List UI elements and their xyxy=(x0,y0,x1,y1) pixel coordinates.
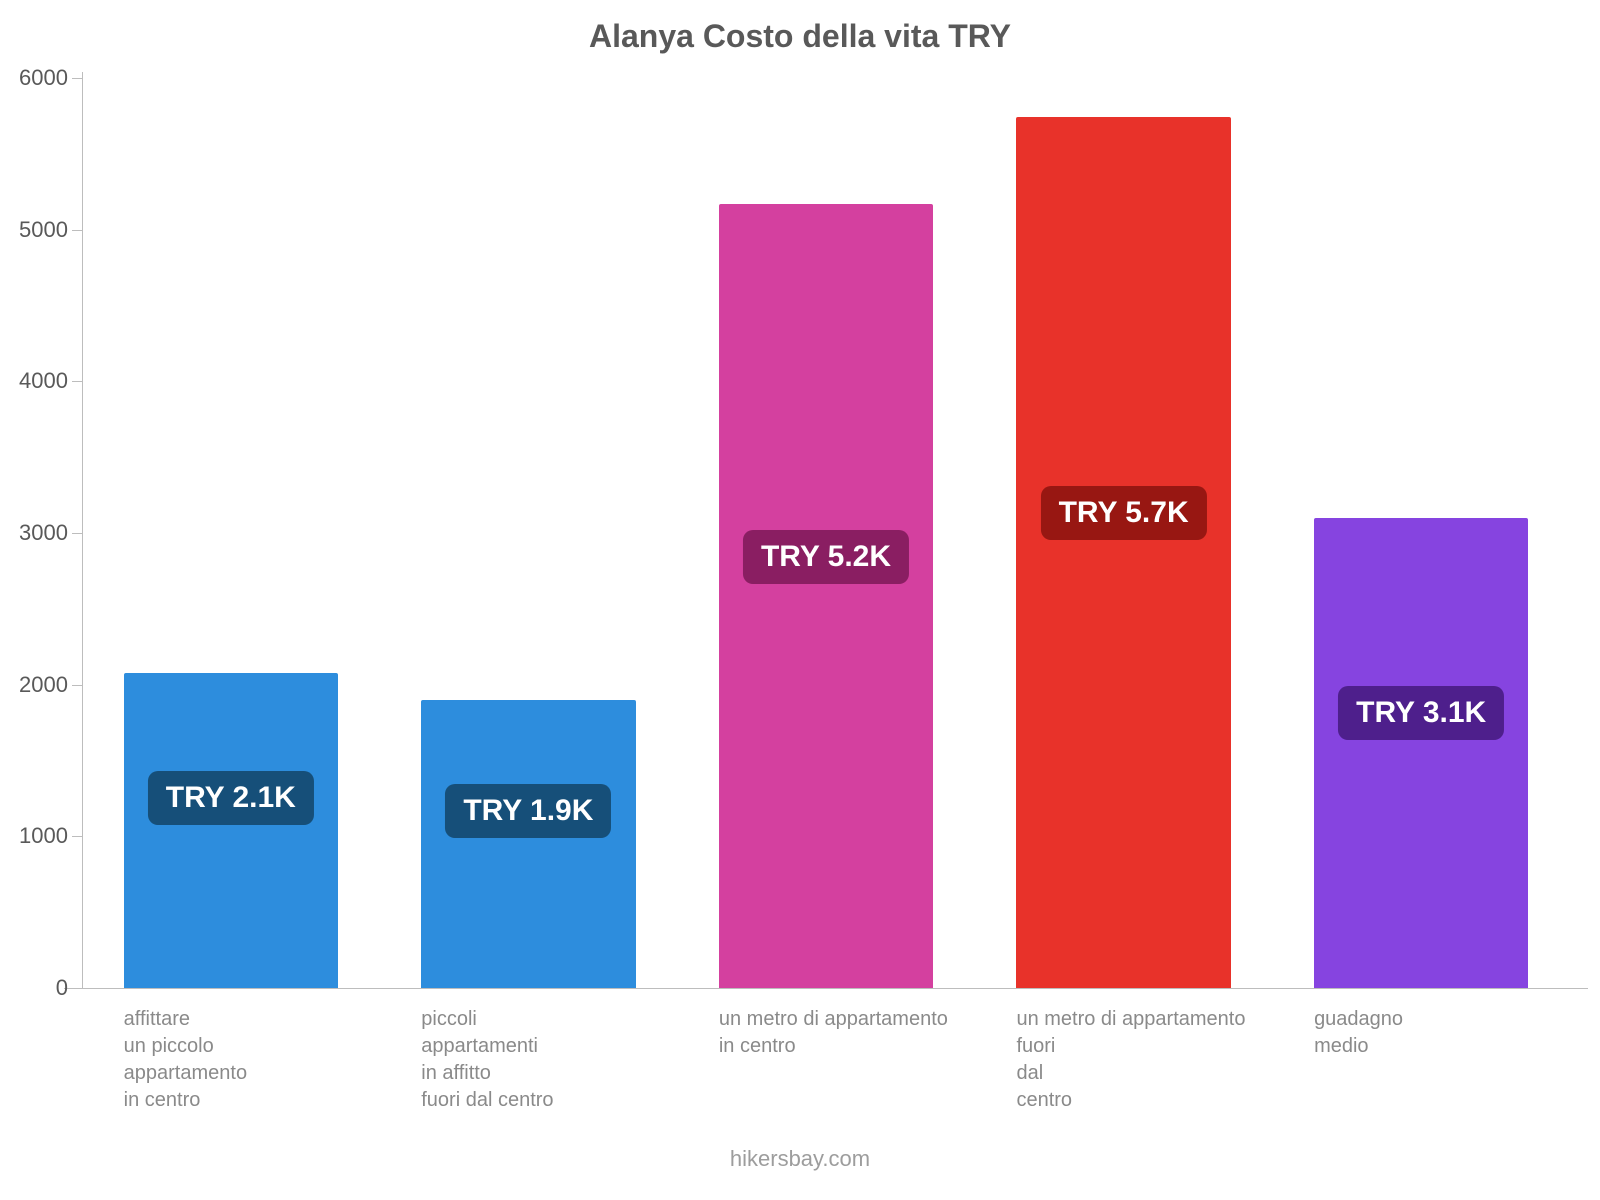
bar-value-badge: TRY 5.2K xyxy=(743,530,909,584)
y-axis-line xyxy=(82,72,83,988)
bar-value-badge: TRY 3.1K xyxy=(1338,686,1504,740)
y-tick-label: 0 xyxy=(56,975,82,1001)
y-tick-label: 1000 xyxy=(19,823,82,849)
footer-attribution: hikersbay.com xyxy=(0,1146,1600,1172)
plot-area: 0100020003000400050006000TRY 2.1Kaffitta… xyxy=(82,78,1570,988)
chart-bar xyxy=(1314,518,1528,988)
x-axis-line xyxy=(64,988,1588,989)
y-tick-label: 4000 xyxy=(19,368,82,394)
y-tick-label: 5000 xyxy=(19,217,82,243)
chart-bar xyxy=(421,700,635,988)
y-tick-label: 6000 xyxy=(19,65,82,91)
chart-bar xyxy=(719,204,933,988)
chart-bar xyxy=(1016,117,1230,988)
bar-value-badge: TRY 2.1K xyxy=(148,771,314,825)
x-axis-label: guadagno medio xyxy=(1314,1006,1403,1060)
y-tick-label: 2000 xyxy=(19,672,82,698)
y-tick-label: 3000 xyxy=(19,520,82,546)
x-axis-label: piccoli appartamenti in affitto fuori da… xyxy=(421,1006,553,1114)
chart-container: Alanya Costo della vita TRY 010002000300… xyxy=(0,0,1600,1200)
x-axis-label: affittare un piccolo appartamento in cen… xyxy=(124,1006,247,1114)
bar-value-badge: TRY 5.7K xyxy=(1041,486,1207,540)
x-axis-label: un metro di appartamento fuori dal centr… xyxy=(1016,1006,1245,1114)
chart-bar xyxy=(124,673,338,988)
bar-value-badge: TRY 1.9K xyxy=(445,784,611,838)
chart-title: Alanya Costo della vita TRY xyxy=(0,18,1600,55)
x-axis-label: un metro di appartamento in centro xyxy=(719,1006,948,1060)
